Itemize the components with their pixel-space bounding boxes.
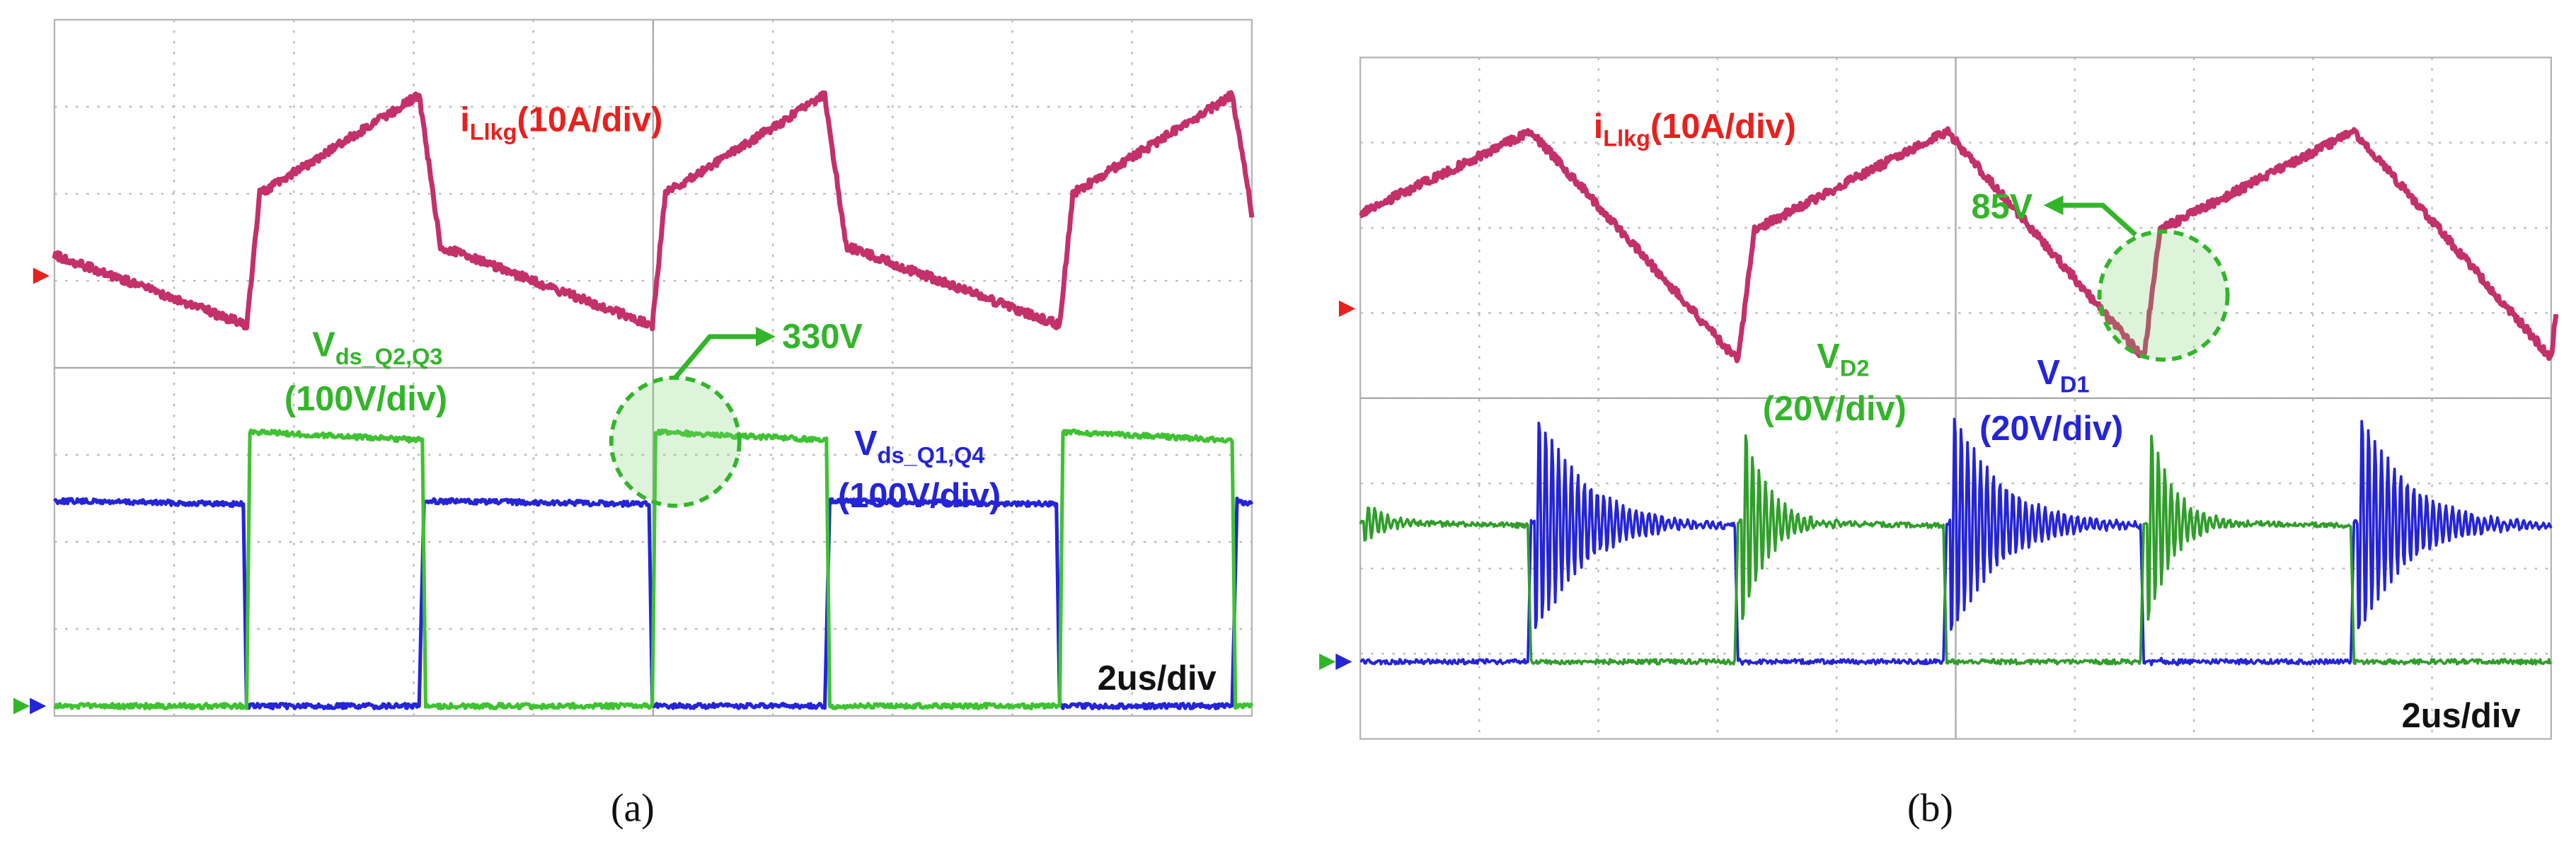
label-suffix: (10A/div) [517,101,663,139]
label: iLlkg(10A/div) [460,101,662,145]
labels: iLlkg(10A/div)Vds_Q2,Q3(100V/div)330VVds… [284,101,2521,831]
label-subscript: D2 [1840,356,1870,381]
label-subscript: D1 [2060,372,2090,398]
scope-screens [52,18,2559,740]
label: 2us/div [2402,697,2521,735]
label-text: (100V/div) [284,380,447,418]
marker [13,698,30,715]
caption: (a) [611,787,655,831]
label-text: 2us/div [1098,659,1217,698]
label-text: (100V/div) [838,477,1001,515]
label-subscript: Llkg [1603,126,1650,151]
label-text: V [312,326,335,364]
label-text: 330V [782,318,863,356]
label: 85V [1972,188,2033,226]
label: (100V/div) [838,477,1001,515]
trace [53,428,1254,711]
label: VD1 [2037,354,2089,398]
label: (20V/div) [1763,390,1907,428]
label-text: (20V/div) [1763,390,1907,428]
label: (20V/div) [1979,410,2123,448]
label-text: 85V [1972,188,2033,226]
label-text: V [2037,354,2060,392]
arrow-head [755,326,776,347]
trace [1359,126,2559,364]
trace [1359,434,2553,666]
label-subscript: Llkg [470,119,517,144]
marker [30,698,47,715]
highlight-circle [2097,229,2230,362]
trace [52,90,1255,332]
marker [1338,300,1356,317]
label-subscript: ds_Q1,Q4 [878,443,985,468]
arrow [673,334,759,380]
label-text: V [1817,337,1840,376]
arrow [2062,202,2137,237]
label-suffix: (10A/div) [1650,108,1796,146]
label: (100V/div) [284,380,447,418]
label: 330V [782,318,863,356]
label-text: (20V/div) [1979,410,2123,448]
caption: (b) [1907,787,1953,831]
marker [33,267,50,284]
marker [1335,653,1352,670]
label-text: i [1594,108,1604,146]
label-text: i [460,101,470,139]
marker [1319,653,1336,670]
label: Vds_Q2,Q3 [312,326,442,370]
label: Vds_Q1,Q4 [854,424,984,468]
label: iLlkg(10A/div) [1594,108,1796,151]
label-text: 2us/div [2402,697,2521,735]
label: 2us/div [1098,659,1217,698]
label: VD2 [1817,337,1869,381]
arrow-head [2043,195,2064,216]
label-subscript: ds_Q2,Q3 [335,344,443,369]
label-text: V [854,424,878,463]
highlight-circle [609,375,742,508]
